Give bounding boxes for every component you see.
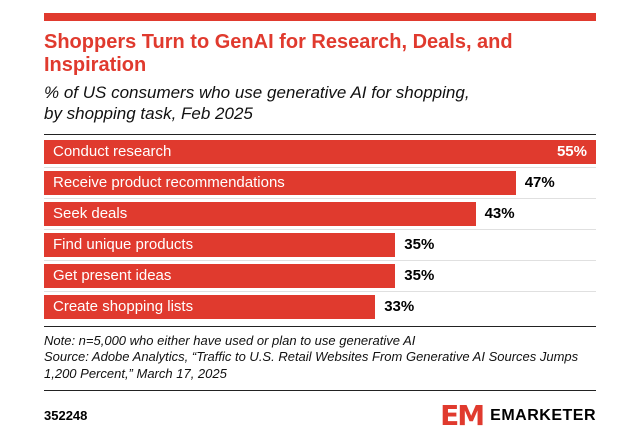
bar-row: Create shopping lists 33%	[44, 292, 596, 322]
source-text: Source: Adobe Analytics, “Traffic to U.S…	[44, 349, 579, 382]
chart-subtitle: % of US consumers who use generative AI …	[44, 83, 470, 124]
bar: Create shopping lists	[44, 294, 376, 319]
bar: Find unique products	[44, 232, 396, 257]
notes-block: Note: n=5,000 who either have used or pl…	[44, 327, 596, 391]
emarketer-logo: EM EMARKETER	[440, 398, 596, 432]
footer: 352248 EM EMARKETER	[44, 391, 596, 430]
bar-value: 35%	[404, 236, 435, 254]
bar: Get present ideas	[44, 263, 396, 288]
bar-row: Get present ideas 35%	[44, 261, 596, 292]
chart-title: Shoppers Turn to GenAI for Research, Dea…	[44, 31, 513, 77]
bar-chart: Conduct research 55% Receive product recom…	[44, 135, 596, 327]
emarketer-monogram-icon: EM	[440, 398, 485, 432]
bar: Receive product recommendations	[44, 170, 516, 195]
bar-value: 47%	[524, 174, 555, 192]
bar-row: Conduct research 55%	[44, 137, 596, 168]
chart-id: 352248	[44, 408, 88, 424]
bar: Conduct research 55%	[44, 139, 596, 164]
bar-label: Find unique products	[53, 236, 194, 254]
bar-label: Get present ideas	[53, 267, 172, 285]
accent-top-bar	[44, 13, 596, 21]
bar-value: 43%	[484, 205, 515, 223]
emarketer-wordmark: EMARKETER	[490, 406, 596, 424]
bar-value: 33%	[384, 298, 415, 316]
bar-label: Receive product recommendations	[53, 174, 285, 192]
bar-row: Seek deals 43%	[44, 199, 596, 230]
bar-row: Find unique products 35%	[44, 230, 596, 261]
divider-header	[44, 133, 596, 135]
bar-label: Conduct research	[53, 143, 172, 161]
chart-card: Shoppers Turn to GenAI for Research, Dea…	[44, 13, 596, 430]
bar-label: Seek deals	[53, 205, 128, 223]
bar-value: 35%	[404, 267, 435, 285]
bar-value: 55%	[556, 143, 587, 161]
bar-row: Receive product recommendations 47%	[44, 168, 596, 199]
bar: Seek deals	[44, 201, 476, 226]
note-text: Note: n=5,000 who either have used or pl…	[44, 332, 416, 348]
bar-label: Create shopping lists	[53, 298, 194, 316]
